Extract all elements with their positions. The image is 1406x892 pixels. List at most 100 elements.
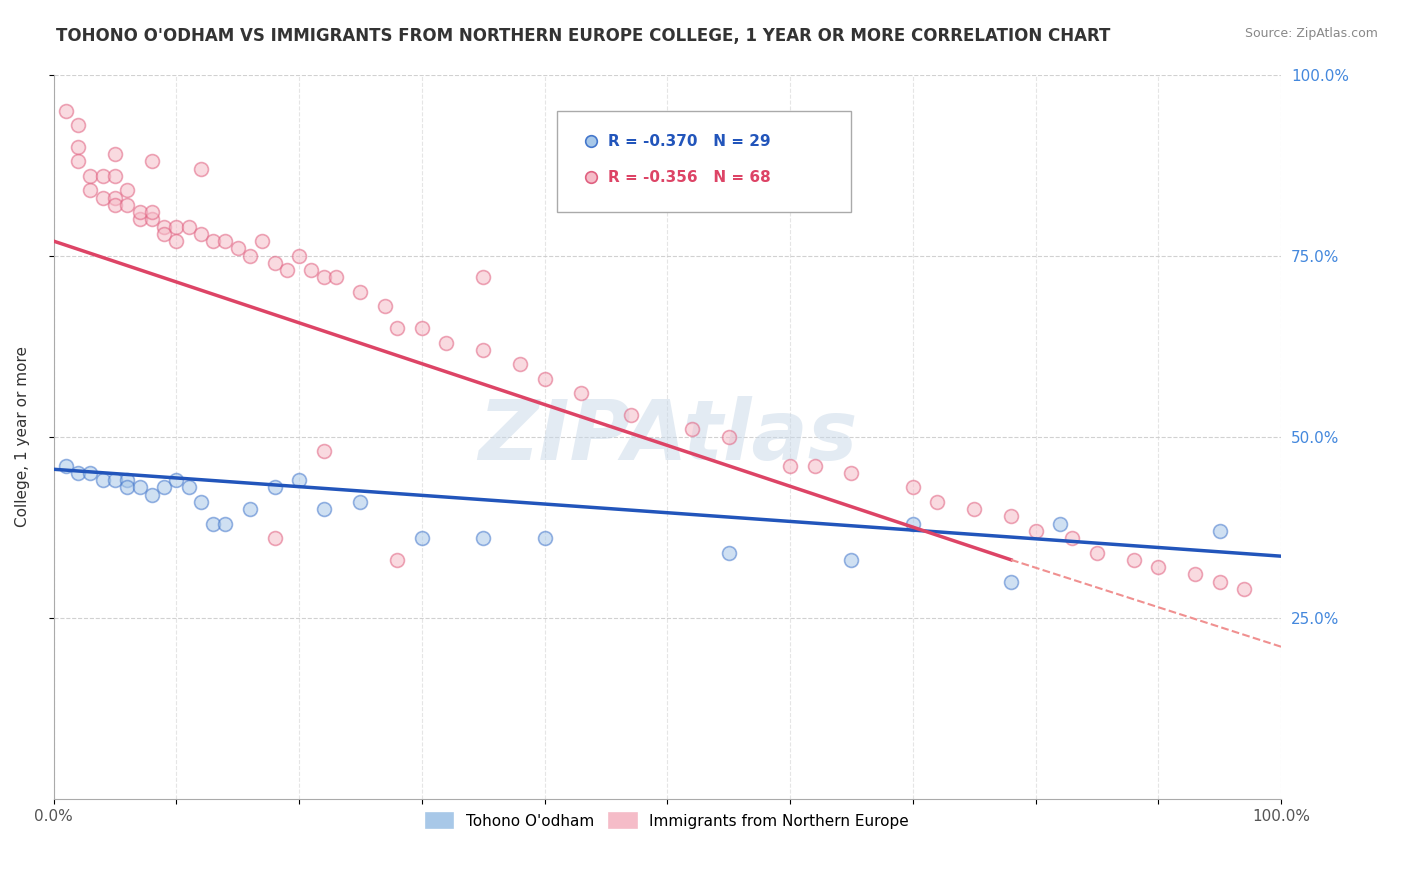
Point — [165, 473, 187, 487]
Point — [128, 480, 150, 494]
Point — [67, 154, 90, 169]
Point — [226, 241, 249, 255]
Point — [104, 191, 127, 205]
Point — [165, 234, 187, 248]
Point — [117, 473, 139, 487]
Point — [1000, 574, 1022, 589]
Text: R = -0.370   N = 29: R = -0.370 N = 29 — [609, 134, 770, 149]
Point — [571, 386, 593, 401]
Point — [1000, 509, 1022, 524]
Point — [509, 357, 531, 371]
Point — [202, 234, 225, 248]
Point — [312, 444, 335, 458]
Point — [263, 531, 285, 545]
Point — [387, 321, 409, 335]
Point — [1184, 567, 1206, 582]
Point — [128, 205, 150, 219]
Point — [387, 553, 409, 567]
Point — [252, 234, 274, 248]
Point — [803, 458, 825, 473]
Point — [325, 270, 347, 285]
Point — [104, 147, 127, 161]
Point — [263, 256, 285, 270]
Point — [779, 458, 801, 473]
Point — [117, 198, 139, 212]
Point — [91, 191, 114, 205]
Point — [153, 219, 176, 234]
Point — [117, 480, 139, 494]
Point — [927, 495, 949, 509]
Point — [411, 321, 433, 335]
Point — [202, 516, 225, 531]
Point — [901, 480, 924, 494]
Point — [1025, 524, 1047, 538]
Point — [374, 299, 396, 313]
Point — [153, 227, 176, 241]
Point — [472, 343, 495, 357]
Point — [177, 480, 200, 494]
Point — [214, 234, 236, 248]
Point — [533, 372, 555, 386]
Point — [841, 553, 863, 567]
Point — [411, 531, 433, 545]
Point — [1062, 531, 1084, 545]
Point — [117, 183, 139, 197]
Point — [79, 466, 101, 480]
FancyBboxPatch shape — [557, 111, 852, 212]
Point — [91, 473, 114, 487]
Point — [472, 270, 495, 285]
Point — [717, 430, 740, 444]
Point — [581, 134, 603, 148]
Point — [190, 227, 212, 241]
Text: Source: ZipAtlas.com: Source: ZipAtlas.com — [1244, 27, 1378, 40]
Point — [717, 545, 740, 559]
Point — [1122, 553, 1144, 567]
Point — [128, 212, 150, 227]
Point — [276, 263, 298, 277]
Text: R = -0.356   N = 68: R = -0.356 N = 68 — [609, 169, 770, 185]
Point — [141, 154, 163, 169]
Point — [79, 183, 101, 197]
Point — [1209, 574, 1232, 589]
Point — [1209, 524, 1232, 538]
Point — [239, 249, 262, 263]
Point — [104, 473, 127, 487]
Point — [581, 170, 603, 185]
Point — [67, 140, 90, 154]
Point — [190, 161, 212, 176]
Point — [214, 516, 236, 531]
Point — [141, 205, 163, 219]
Point — [533, 531, 555, 545]
Legend: Tohono O'odham, Immigrants from Northern Europe: Tohono O'odham, Immigrants from Northern… — [420, 806, 915, 835]
Point — [263, 480, 285, 494]
Y-axis label: College, 1 year or more: College, 1 year or more — [15, 346, 30, 527]
Point — [91, 169, 114, 183]
Point — [312, 502, 335, 516]
Text: TOHONO O'ODHAM VS IMMIGRANTS FROM NORTHERN EUROPE COLLEGE, 1 YEAR OR MORE CORREL: TOHONO O'ODHAM VS IMMIGRANTS FROM NORTHE… — [56, 27, 1111, 45]
Point — [349, 285, 371, 299]
Point — [67, 118, 90, 132]
Point — [963, 502, 986, 516]
Point — [177, 219, 200, 234]
Point — [1085, 545, 1108, 559]
Point — [141, 212, 163, 227]
Point — [619, 408, 641, 422]
Text: ZIPAtlas: ZIPAtlas — [478, 396, 858, 477]
Point — [1049, 516, 1071, 531]
Point — [165, 219, 187, 234]
Point — [472, 531, 495, 545]
Point — [104, 169, 127, 183]
Point — [288, 473, 311, 487]
Point — [299, 263, 322, 277]
Point — [79, 169, 101, 183]
Point — [1233, 582, 1256, 596]
Point — [288, 249, 311, 263]
Point — [841, 466, 863, 480]
Point — [67, 466, 90, 480]
Point — [104, 198, 127, 212]
Point — [239, 502, 262, 516]
Point — [901, 516, 924, 531]
Point — [349, 495, 371, 509]
Point — [55, 103, 77, 118]
Point — [190, 495, 212, 509]
